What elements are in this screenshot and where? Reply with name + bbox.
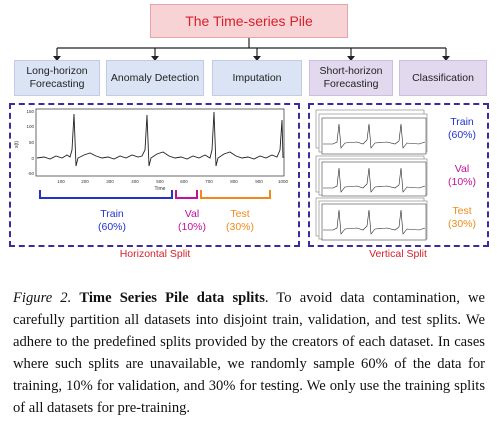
y-tick: -50 <box>27 171 34 176</box>
connector-tree <box>53 38 450 61</box>
test-name: Test <box>230 208 250 220</box>
test-pct: (30%) <box>447 218 476 230</box>
split-brackets <box>39 190 271 199</box>
horizontal-split-title: Horizontal Split <box>119 248 191 260</box>
task-label-line1: Long-horizon <box>26 65 88 77</box>
x-tick: 500 <box>156 179 164 184</box>
x-tick: 700 <box>205 179 213 184</box>
task-short-horizon-forecasting: Short-horizon Forecasting <box>309 60 393 96</box>
task-label: Imputation <box>232 71 282 84</box>
x-tick: 300 <box>106 179 114 184</box>
y-tick: 150 <box>26 109 34 114</box>
horizontal-val-label: Val (10%) <box>175 208 209 234</box>
plot-x-label: Time <box>155 186 166 192</box>
stacked-plot-group-train <box>315 109 428 155</box>
y-tick: 100 <box>26 124 34 129</box>
figure-caption: Figure 2. Time Series Pile data splits. … <box>13 287 485 419</box>
stacked-plot-group-test <box>315 197 428 241</box>
horizontal-test-label: Test (30%) <box>222 208 258 234</box>
task-label-line1: Short-horizon <box>319 65 383 77</box>
test-name: Test <box>452 205 472 217</box>
task-long-horizon-forecasting: Long-horizon Forecasting <box>14 60 100 96</box>
x-tick: 900 <box>255 179 263 184</box>
caption-text: . To avoid data contamination, we carefu… <box>13 290 485 416</box>
train-pct: (60%) <box>447 129 476 141</box>
caption-bold-title: Time Series Pile data splits <box>79 290 265 306</box>
train-name: Train <box>450 116 474 128</box>
stacked-plot-group-val <box>315 155 428 197</box>
stacked-series-plots <box>315 109 428 241</box>
vertical-val-label: Val (10%) <box>438 163 486 189</box>
plot-y-label: x(t) <box>14 140 20 148</box>
horizontal-split-panel <box>9 103 300 247</box>
x-tick: 600 <box>180 179 188 184</box>
x-tick: 100 <box>57 179 65 184</box>
vertical-split-panel <box>308 103 489 247</box>
vertical-test-label: Test (30%) <box>438 205 486 231</box>
task-label-line2: Forecasting <box>323 78 379 90</box>
y-tick: 0 <box>31 156 34 161</box>
time-series-plot: x(t) 150 100 50 0 -50 100 200 300 400 50… <box>14 108 289 192</box>
ecg-waveform <box>36 111 284 167</box>
x-tick: 200 <box>81 179 89 184</box>
diagram-title: The Time-series Pile <box>150 4 348 38</box>
val-pct: (10%) <box>447 176 476 188</box>
y-tick: 50 <box>29 140 35 145</box>
task-label: Anomaly Detection <box>110 71 200 84</box>
caption-figure-label: Figure 2. <box>13 290 72 306</box>
x-tick: 1000 <box>278 179 289 184</box>
test-bracket <box>200 190 271 199</box>
train-pct: (60%) <box>97 221 126 233</box>
train-name: Train <box>100 208 124 220</box>
vertical-train-label: Train (60%) <box>438 116 486 142</box>
vertical-split-title: Vertical Split <box>369 248 427 260</box>
val-bracket <box>175 190 198 199</box>
task-label: Classification <box>412 71 474 84</box>
x-tick: 800 <box>230 179 238 184</box>
task-classification: Classification <box>399 60 487 96</box>
val-name: Val <box>454 163 470 175</box>
task-label-line2: Forecasting <box>29 78 85 90</box>
val-name: Val <box>184 208 200 220</box>
x-tick: 400 <box>131 179 139 184</box>
val-pct: (10%) <box>177 221 206 233</box>
horizontal-train-label: Train (60%) <box>82 208 142 234</box>
task-imputation: Imputation <box>212 60 302 96</box>
task-anomaly-detection: Anomaly Detection <box>106 60 204 96</box>
train-bracket <box>39 190 173 199</box>
test-pct: (30%) <box>225 221 254 233</box>
